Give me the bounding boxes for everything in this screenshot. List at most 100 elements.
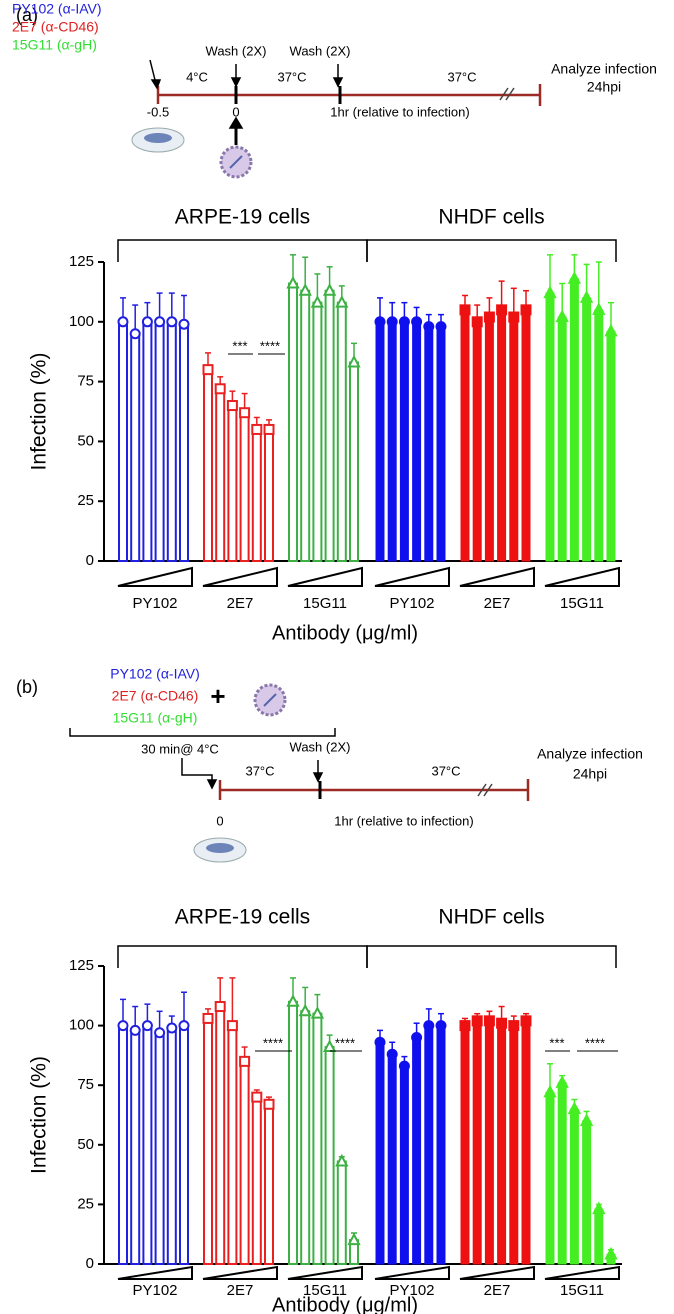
antibody-label: 2E7 (α-CD46) xyxy=(112,688,199,704)
bar xyxy=(264,428,274,562)
bar xyxy=(227,1024,238,1265)
y-tick-label: 25 xyxy=(77,492,94,509)
bar xyxy=(312,1012,323,1265)
data-point xyxy=(411,316,423,328)
bar xyxy=(569,278,579,562)
bar xyxy=(251,1096,262,1265)
temperature-label: 37°C xyxy=(447,69,476,84)
y-axis-label: Infection (%) xyxy=(28,353,51,471)
data-point xyxy=(423,321,435,333)
data-point xyxy=(335,1153,349,1167)
data-point xyxy=(310,295,325,308)
bar xyxy=(166,320,177,562)
timeline-b xyxy=(218,779,530,801)
arrows-a xyxy=(149,59,344,145)
bar xyxy=(424,326,434,562)
data-point xyxy=(508,311,520,323)
dose-triangle xyxy=(202,1265,278,1280)
bar xyxy=(324,289,335,562)
bar xyxy=(472,1020,482,1265)
data-point xyxy=(508,1020,520,1032)
group-label: 2E7 xyxy=(484,595,511,612)
panel-bracket xyxy=(117,945,368,968)
data-point xyxy=(435,321,447,333)
group-label: 15G11 xyxy=(303,1282,347,1299)
data-point xyxy=(263,423,275,435)
y-tick-label: 0 xyxy=(86,552,94,569)
data-point xyxy=(251,423,263,435)
time-label: -0.5 xyxy=(147,104,169,119)
data-point xyxy=(298,283,312,296)
data-point xyxy=(286,994,300,1007)
bar xyxy=(582,1120,592,1265)
y-axis-label: Infection (%) xyxy=(28,1056,51,1174)
readout-label: 24hpi xyxy=(573,766,607,782)
data-point xyxy=(567,271,582,284)
data-point xyxy=(322,1039,337,1053)
data-point xyxy=(604,1246,618,1260)
data-point xyxy=(263,1098,275,1110)
time-label: 0 xyxy=(216,813,223,828)
data-point xyxy=(239,407,251,419)
bar xyxy=(375,1041,385,1265)
bar xyxy=(154,320,165,562)
panel-title: ARPE-19 cells xyxy=(175,906,310,929)
data-point xyxy=(226,1020,238,1032)
petri-dish-icon xyxy=(193,837,247,863)
bar xyxy=(412,1037,422,1265)
data-point xyxy=(117,1020,129,1032)
data-point xyxy=(298,1003,312,1017)
dose-triangle xyxy=(287,1265,363,1280)
data-point xyxy=(386,1048,398,1060)
data-point xyxy=(154,316,166,328)
time-label: 0 xyxy=(232,104,239,119)
x-axis-label: Antibody (μg/ml) xyxy=(272,622,418,644)
data-point xyxy=(226,400,238,412)
bar xyxy=(288,1000,298,1265)
data-point xyxy=(214,383,226,395)
data-point xyxy=(423,1020,435,1032)
bar xyxy=(569,1108,579,1265)
timeline-a-markers xyxy=(234,86,342,104)
group-label: 15G11 xyxy=(303,595,347,612)
dose-triangle xyxy=(544,566,620,587)
bar xyxy=(460,309,470,562)
bar xyxy=(349,361,359,562)
bar xyxy=(203,1017,213,1265)
significance-label: *** xyxy=(549,1035,564,1050)
bar xyxy=(118,320,128,562)
data-point xyxy=(411,1032,423,1044)
petri-dish-icon xyxy=(131,127,185,153)
data-point xyxy=(398,316,410,328)
data-point xyxy=(567,1101,582,1115)
bar xyxy=(118,1024,128,1265)
bar xyxy=(594,1208,604,1265)
significance-label: **** xyxy=(263,1035,283,1050)
data-point xyxy=(129,1024,141,1036)
bar xyxy=(264,1103,274,1265)
panel-bracket xyxy=(117,239,368,262)
data-point xyxy=(555,309,569,323)
data-point xyxy=(386,316,398,328)
data-point xyxy=(471,1015,483,1027)
data-point xyxy=(286,275,300,289)
bar xyxy=(130,1029,141,1266)
bar xyxy=(154,1031,165,1265)
data-point xyxy=(374,316,386,328)
temperature-label: 4°C xyxy=(186,69,208,84)
data-point xyxy=(154,1027,166,1039)
readout-label: 24hpi xyxy=(587,79,621,95)
bar xyxy=(300,289,311,562)
bar xyxy=(484,316,494,562)
group-label: PY102 xyxy=(132,1282,177,1299)
panel-title: NHDF cells xyxy=(438,906,544,929)
significance-label: **** xyxy=(585,1035,605,1050)
data-point xyxy=(166,316,178,328)
data-point xyxy=(202,1012,214,1024)
dose-triangle xyxy=(459,566,535,587)
bar xyxy=(521,1020,531,1265)
data-point xyxy=(239,1055,251,1067)
antibody-label: 15G11 (α-gH) xyxy=(113,710,198,726)
data-point xyxy=(251,1091,263,1103)
